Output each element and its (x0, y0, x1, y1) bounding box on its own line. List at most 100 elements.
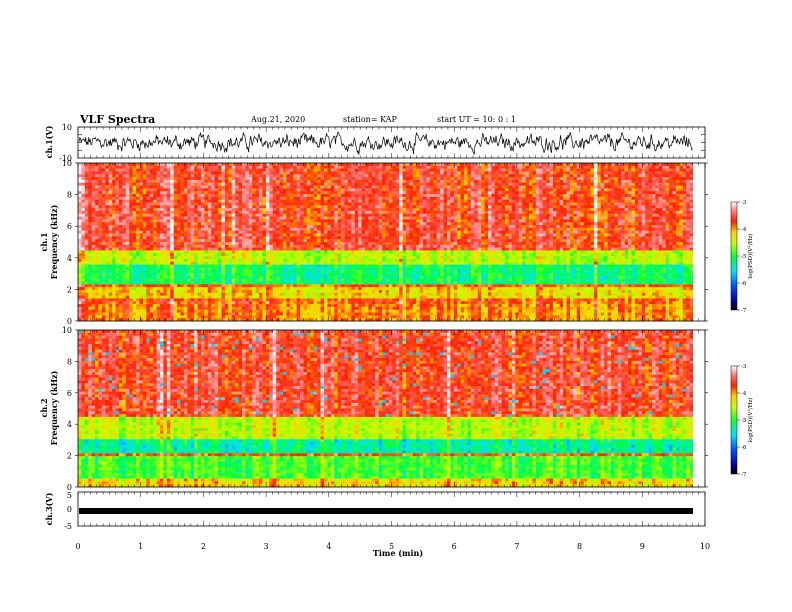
spectrogram-cell (556, 227, 561, 232)
spectrogram-cell (101, 163, 106, 167)
spectrogram-cell (655, 208, 660, 212)
spectrogram-cell (467, 202, 472, 206)
spectrogram-cell (686, 219, 690, 223)
spectrogram-cell (272, 222, 277, 226)
spectrogram-cell (453, 216, 458, 220)
spectrogram-cell (470, 208, 475, 212)
spectrogram-cell (587, 199, 591, 203)
spectrogram-cell (573, 213, 578, 217)
spectrogram-cell (371, 230, 376, 234)
spectrogram-cell (313, 208, 318, 212)
spectrogram-cell (136, 213, 140, 217)
spectrogram-cell (665, 194, 670, 198)
spectrogram-cell (371, 179, 376, 184)
spectrogram-cell (344, 222, 349, 226)
spectrogram-cell (529, 236, 533, 240)
spectrogram-cell (262, 191, 267, 195)
spectrogram-cell (344, 196, 349, 200)
spectrogram-cell (324, 205, 328, 209)
spectrogram-cell (573, 163, 578, 167)
spectrogram-cell (508, 179, 513, 184)
spectrogram-cell (525, 185, 530, 189)
spectrogram-cell (488, 165, 492, 169)
spectrogram-cell (245, 199, 250, 203)
spectrogram-cell (573, 205, 578, 209)
spectrogram-cell (617, 171, 622, 175)
spectrogram-cell (488, 222, 492, 226)
spectrogram-cell (231, 216, 236, 220)
spectrogram-cell (289, 239, 294, 243)
spectrogram-cell (330, 208, 335, 212)
spectrogram-cell (481, 174, 485, 178)
spectrogram-cell (546, 196, 550, 200)
spectrogram-cell (549, 216, 554, 220)
spectrogram-cell (163, 219, 168, 223)
spectrogram-cell (101, 239, 106, 243)
spectrogram-cell (477, 188, 482, 192)
spectrogram-cell (265, 182, 270, 186)
spectrogram-cell (665, 179, 670, 184)
spectrogram-cell (201, 239, 205, 243)
spectrogram-cell (593, 230, 598, 234)
spectrogram-cell (686, 163, 690, 167)
spectrogram-cell (474, 210, 479, 215)
spectrogram-cell (392, 171, 397, 175)
spectrogram-cell (201, 236, 205, 240)
spectrogram-cell (515, 168, 520, 172)
spectrogram-cell (450, 239, 455, 243)
spectrogram-cell (235, 163, 239, 167)
spectrogram-cell (105, 179, 110, 184)
spectrogram-cell (580, 171, 584, 175)
spectrogram-cell (429, 208, 434, 212)
spectrogram-cell (279, 194, 284, 198)
spectrogram-cell (163, 179, 168, 184)
spectrogram-cell (669, 199, 673, 203)
spectrogram-cell (276, 205, 280, 209)
spectrogram-cell (156, 171, 161, 175)
spectrogram-cell (177, 225, 181, 229)
spectrogram-cell (187, 196, 192, 200)
spectrogram-cell (262, 239, 267, 243)
spectrogram-cell (443, 168, 448, 172)
spectrogram-cell (142, 168, 147, 172)
spectrogram-cell (303, 202, 308, 206)
spectrogram-cell (559, 230, 564, 234)
spectrogram-cell (163, 188, 168, 192)
spectrogram-cell (662, 185, 666, 189)
spectrogram-cell (539, 165, 543, 169)
spectrogram-cell (115, 163, 120, 167)
spectrogram-cell (105, 177, 110, 181)
spectrogram-cell (395, 185, 400, 189)
spectrogram-cell (139, 202, 144, 206)
spectrogram-cell (214, 194, 219, 198)
spectrogram-cell (597, 208, 602, 212)
spectrogram-cell (286, 213, 291, 217)
spectrogram-cell (272, 227, 277, 232)
spectrogram-cell (235, 208, 239, 212)
spectrogram-cell (498, 227, 502, 232)
spectrogram-cell (88, 219, 92, 223)
spectrogram-cell (160, 202, 164, 206)
spectrogram-cell (160, 239, 164, 243)
spectrogram-cell (177, 202, 181, 206)
spectrogram-cell (412, 227, 417, 232)
spectrogram-cell (173, 165, 178, 169)
spectrogram-cell (409, 185, 414, 189)
spectrogram-cell (652, 208, 656, 212)
spectrogram-cell (265, 202, 270, 206)
spectrogram-cell (211, 236, 215, 240)
spectrogram-cell (296, 194, 301, 198)
spectrogram-cell (160, 185, 164, 189)
spectrogram-cell (498, 236, 502, 240)
spectrogram-cell (580, 174, 584, 178)
spectrogram-cell (248, 205, 253, 209)
spectrogram-cell (341, 188, 345, 192)
spectrogram-cell (300, 199, 304, 203)
spectrogram-cell (494, 222, 499, 226)
spectrogram-cell (190, 239, 195, 243)
spectrogram-cell (440, 168, 444, 172)
spectrogram-cell (255, 168, 260, 172)
spectrogram-cell (443, 239, 448, 243)
spectrogram-cell (303, 225, 308, 229)
spectrogram-cell (78, 174, 82, 178)
